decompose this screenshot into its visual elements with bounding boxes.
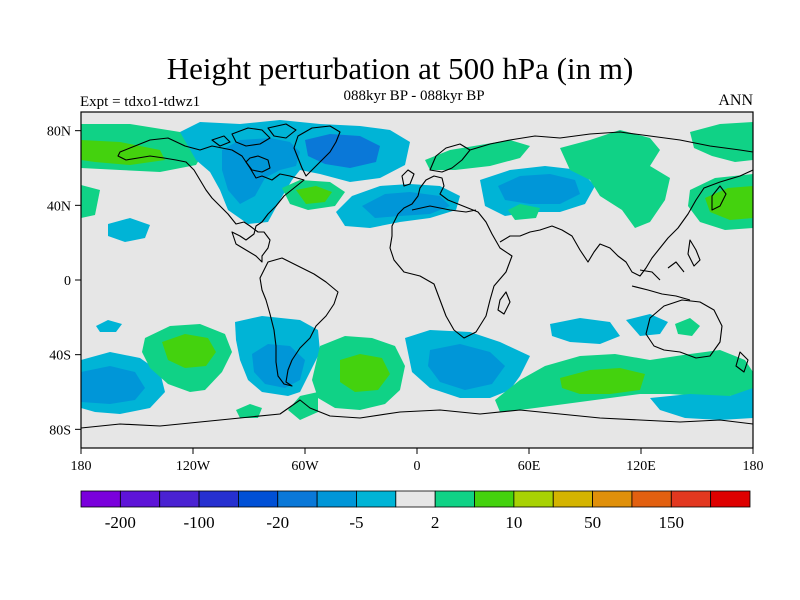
contour-region bbox=[222, 138, 300, 204]
coastline-indonesia bbox=[631, 261, 691, 301]
contour-region bbox=[428, 344, 505, 390]
coastline-north-america bbox=[117, 137, 305, 263]
coastline-japan bbox=[711, 185, 727, 211]
contour-region bbox=[560, 130, 670, 228]
colorbar-swatch bbox=[552, 490, 593, 508]
lon-tick-label: 60E bbox=[518, 459, 541, 474]
contour-region bbox=[690, 122, 753, 162]
colorbar-swatch bbox=[434, 490, 475, 508]
colorbar-swatch bbox=[238, 490, 279, 508]
colorbar-swatch bbox=[198, 490, 239, 508]
contour-region bbox=[81, 185, 100, 218]
coastline-madagascar bbox=[497, 291, 511, 315]
colorbar-swatch bbox=[159, 490, 200, 508]
colorbar-label: -200 bbox=[105, 513, 136, 532]
coastline-australia bbox=[645, 299, 723, 359]
colorbar-swatch bbox=[80, 490, 121, 508]
coastline-hudson-bay bbox=[245, 155, 271, 173]
contour-region bbox=[425, 140, 530, 170]
lon-tick-label: 0 bbox=[414, 459, 421, 474]
coastline-british-isles bbox=[401, 169, 415, 187]
contour-region bbox=[81, 366, 145, 404]
lon-tick-label: 60W bbox=[291, 459, 319, 474]
colorbar-swatch bbox=[356, 490, 397, 508]
lat-tick-label: 80N bbox=[47, 125, 71, 140]
colorbar-swatch bbox=[316, 490, 357, 508]
lon-tick-label: 180 bbox=[71, 459, 92, 474]
lat-tick-label: 0 bbox=[64, 274, 71, 289]
colorbar-label: -5 bbox=[349, 513, 363, 532]
coastline-mediterranean bbox=[411, 205, 477, 213]
season-label: ANN bbox=[718, 92, 753, 109]
colorbar-swatch bbox=[474, 490, 515, 508]
contour-region bbox=[162, 334, 216, 368]
contour-region bbox=[362, 192, 450, 218]
coastline-asia bbox=[469, 131, 753, 277]
contour-region bbox=[550, 318, 620, 344]
colorbar-label: 150 bbox=[659, 513, 685, 532]
latitude-axis: 80N 40N 0 40S 80S bbox=[47, 125, 81, 438]
contour-region bbox=[508, 204, 540, 220]
colorbar-label: 2 bbox=[431, 513, 440, 532]
plot-subtitle: 088kyr BP - 088kyr BP bbox=[343, 88, 485, 104]
plot-title: Height perturbation at 500 hPa (in m) bbox=[166, 51, 634, 86]
lon-tick-label: 120E bbox=[626, 459, 656, 474]
lon-tick-label: 120W bbox=[176, 459, 211, 474]
colorbar-swatch bbox=[119, 490, 161, 508]
coastline-antarctica bbox=[81, 399, 753, 429]
colorbar-swatch bbox=[513, 490, 554, 508]
colorbar-swatch bbox=[631, 490, 672, 508]
colorbar-label: -100 bbox=[183, 513, 214, 532]
coastline-philippines bbox=[687, 239, 701, 267]
contour-region bbox=[626, 314, 668, 336]
contour-region bbox=[705, 186, 753, 220]
contour-region bbox=[96, 320, 122, 332]
lat-tick-label: 40S bbox=[49, 349, 71, 364]
coastline-new-zealand bbox=[735, 351, 749, 373]
contour-region bbox=[340, 354, 390, 392]
longitude-axis: 180 120W 60W 0 60E 120E 180 bbox=[71, 448, 764, 474]
contour-region bbox=[650, 388, 753, 420]
contour-region bbox=[560, 368, 645, 394]
lat-tick-label: 80S bbox=[49, 423, 71, 438]
coastline-greenland bbox=[293, 125, 341, 177]
colorbar-swatch bbox=[395, 490, 436, 508]
contour-region bbox=[81, 140, 165, 165]
coastlines bbox=[81, 123, 753, 429]
colorbar-swatch bbox=[670, 490, 712, 508]
colorbar-label: -20 bbox=[266, 513, 289, 532]
experiment-label: Expt = tdxo1-tdwz1 bbox=[80, 94, 201, 110]
colorbar-label: 10 bbox=[505, 513, 522, 532]
coastline-europe-africa bbox=[389, 175, 513, 339]
contour-region bbox=[675, 318, 700, 336]
contour-region bbox=[498, 174, 580, 204]
colorbar-swatch bbox=[592, 490, 633, 508]
contour-region bbox=[236, 404, 262, 418]
contour-region bbox=[305, 134, 380, 168]
coastline-south-america bbox=[259, 257, 339, 387]
coastline-arctic-islands bbox=[211, 123, 297, 147]
contour-region bbox=[252, 344, 305, 388]
lon-tick-label: 180 bbox=[743, 459, 764, 474]
colorbar: -200 -100 -20 -5 2 10 50 150 bbox=[80, 490, 751, 532]
contour-region bbox=[296, 186, 332, 204]
contour-region bbox=[288, 392, 318, 420]
colorbar-swatch bbox=[277, 490, 318, 508]
lat-tick-label: 40N bbox=[47, 199, 71, 214]
colorbar-label: 50 bbox=[584, 513, 601, 532]
colorbar-swatch bbox=[710, 490, 751, 508]
contour-region bbox=[108, 218, 150, 242]
